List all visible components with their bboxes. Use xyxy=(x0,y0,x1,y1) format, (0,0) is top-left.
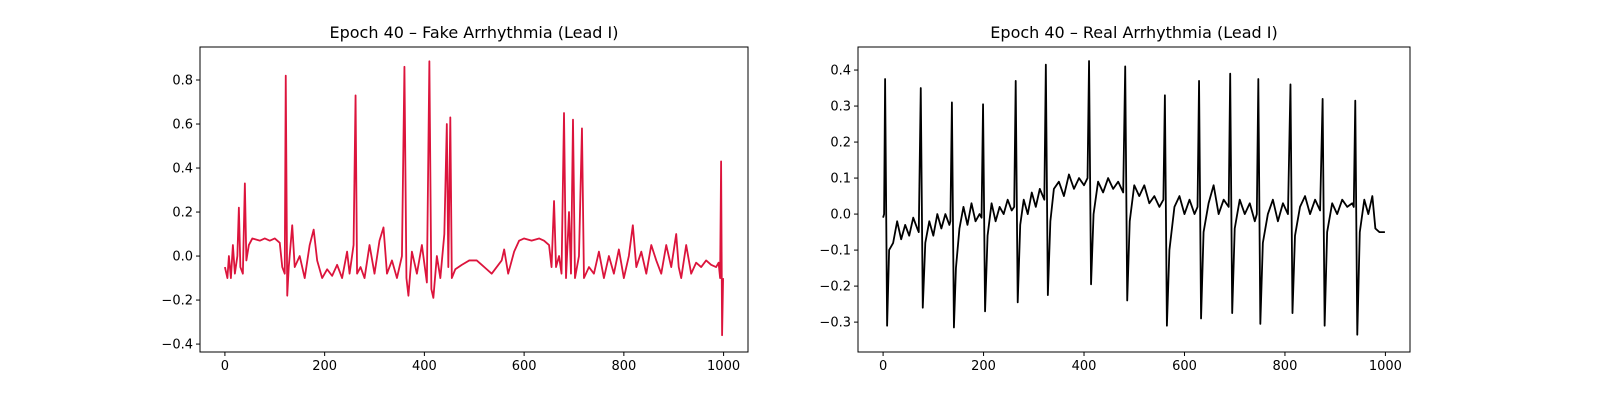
x-tick-label: 200 xyxy=(312,359,337,374)
x-tick-label: 0 xyxy=(879,359,887,374)
y-tick-label: −0.2 xyxy=(161,294,193,309)
x-tick-label: 400 xyxy=(412,359,437,374)
y-tick-label: 0.1 xyxy=(830,172,851,187)
series-line xyxy=(882,60,1385,336)
x-tick-label: 400 xyxy=(1072,359,1097,374)
axes-frame xyxy=(199,46,749,353)
x-tick-label: 200 xyxy=(971,359,996,374)
y-tick-label: −0.4 xyxy=(161,338,193,353)
series-line xyxy=(224,60,724,337)
y-tick-label: 0.4 xyxy=(172,162,193,177)
y-tick-label: 0.4 xyxy=(830,64,851,79)
axes-frame xyxy=(857,46,1411,353)
y-tick-label: −0.2 xyxy=(819,280,851,295)
y-tick-label: 0.6 xyxy=(172,118,193,133)
y-tick-label: −0.1 xyxy=(819,244,851,259)
x-tick-label: 800 xyxy=(1273,359,1298,374)
y-tick-label: 0.0 xyxy=(830,208,851,223)
x-tick-label: 1000 xyxy=(707,359,740,374)
y-tick-label: −0.3 xyxy=(819,316,851,331)
x-tick-label: 600 xyxy=(512,359,537,374)
y-tick-label: 0.0 xyxy=(172,250,193,265)
y-tick-label: 0.2 xyxy=(172,206,193,221)
y-tick-label: 0.3 xyxy=(830,100,851,115)
x-tick-label: 0 xyxy=(221,359,229,374)
y-tick-label: 0.8 xyxy=(172,74,193,89)
y-tick-label: 0.2 xyxy=(830,136,851,151)
x-tick-label: 800 xyxy=(611,359,636,374)
chart-title: Epoch 40 – Fake Arrhythmia (Lead I) xyxy=(330,23,619,42)
chart-title: Epoch 40 – Real Arrhythmia (Lead I) xyxy=(990,23,1277,42)
x-tick-label: 1000 xyxy=(1369,359,1402,374)
x-tick-label: 600 xyxy=(1172,359,1197,374)
